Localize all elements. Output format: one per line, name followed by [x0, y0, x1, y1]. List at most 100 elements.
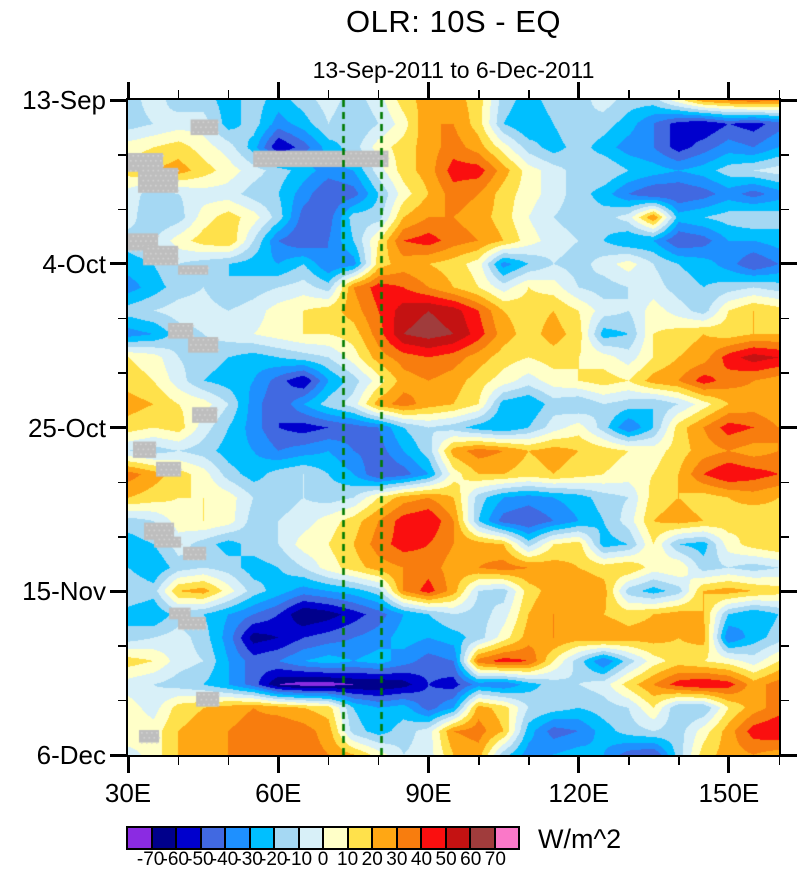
- y-axis-major-tick: [110, 262, 126, 266]
- x-axis-minor-tick: [628, 757, 630, 765]
- x-tick-label: 30E: [104, 778, 152, 808]
- x-axis-minor-tick: [227, 757, 230, 765]
- x-axis-top-minor-tick: [778, 90, 780, 98]
- colorbar-tick-label: -50: [186, 849, 214, 869]
- x-axis-top-minor-tick: [177, 90, 180, 98]
- y-axis-minor-tick: [118, 699, 126, 702]
- x-axis-minor-tick: [678, 757, 680, 765]
- y-axis-right-minor-tick: [781, 317, 789, 320]
- y-axis-minor-tick: [118, 208, 126, 211]
- y-tick-label: 25-Oct: [27, 412, 106, 443]
- y-axis-right-major-tick: [781, 426, 797, 429]
- x-axis-top-minor-tick: [377, 90, 380, 98]
- colorbar-cell: [493, 826, 520, 850]
- x-axis-top-major-tick: [126, 82, 130, 98]
- x-axis-minor-tick: [177, 757, 180, 765]
- x-tick-label: 120E: [548, 778, 610, 808]
- plot-frame: [126, 98, 781, 757]
- colorbar-cell: [469, 826, 496, 850]
- colorbar-cell: [248, 826, 275, 850]
- x-axis-top-major-tick: [577, 82, 581, 98]
- colorbar-tick-label: 10: [337, 849, 359, 869]
- x-axis-minor-tick: [327, 757, 330, 765]
- y-axis-right-minor-tick: [781, 208, 789, 211]
- y-axis-minor-tick: [118, 536, 126, 538]
- colorbar-cell: [322, 826, 349, 850]
- x-axis-top-minor-tick: [628, 90, 630, 98]
- colorbar-tick-label: 0: [317, 849, 329, 869]
- colorbar: [126, 826, 520, 850]
- colorbar-cell: [273, 826, 300, 850]
- y-axis-minor-tick: [118, 372, 126, 374]
- colorbar-tick-label: 50: [435, 849, 457, 869]
- x-axis-major-tick: [426, 757, 430, 773]
- y-tick-label: 4-Oct: [42, 248, 106, 279]
- x-axis-minor-tick: [528, 757, 530, 765]
- colorbar-tick-label: -70: [136, 849, 165, 869]
- colorbar-tick-label: 30: [386, 849, 408, 869]
- colorbar-cell: [395, 826, 422, 850]
- y-axis-right-minor-tick: [781, 154, 789, 156]
- colorbar-cell: [371, 826, 398, 850]
- colorbar-cell: [175, 826, 202, 850]
- colorbar-cell: [346, 826, 373, 850]
- y-axis-minor-tick: [118, 481, 126, 484]
- x-axis-top-minor-tick: [227, 90, 230, 98]
- y-axis-right-minor-tick: [781, 645, 789, 647]
- y-tick-label: 13-Sep: [22, 85, 106, 115]
- y-axis-right-major-tick: [781, 753, 797, 757]
- x-axis-top-minor-tick: [478, 90, 480, 98]
- x-tick-label: 60E: [255, 778, 302, 808]
- colorbar-cell: [126, 826, 153, 850]
- y-axis-right-minor-tick: [781, 372, 789, 374]
- colorbar-cell: [420, 826, 447, 850]
- colorbar-cell: [297, 826, 324, 850]
- x-tick-label: 150E: [698, 778, 760, 808]
- x-tick-label: 90E: [405, 778, 452, 808]
- y-axis-major-tick: [110, 589, 126, 593]
- y-axis-major-tick: [110, 753, 126, 757]
- x-axis-top-major-tick: [426, 82, 430, 98]
- y-tick-label: 15-Nov: [22, 576, 106, 607]
- colorbar-tick-label: -10: [284, 849, 313, 869]
- y-axis-right-minor-tick: [781, 481, 789, 484]
- y-axis-major-tick: [110, 426, 126, 429]
- y-axis-right-major-tick: [781, 98, 797, 102]
- colorbar-tick-label: -20: [260, 849, 288, 869]
- y-axis-right-major-tick: [781, 262, 797, 266]
- colorbar-tick-label: 60: [460, 849, 482, 869]
- colorbar-tick-label: 40: [410, 849, 433, 869]
- x-axis-major-tick: [727, 757, 731, 773]
- chart-subtitle: 13-Sep-2011 to 6-Dec-2011: [312, 57, 595, 83]
- x-axis-top-minor-tick: [327, 90, 330, 98]
- colorbar-unit-label: W/m^2: [538, 824, 622, 854]
- x-axis-top-major-tick: [276, 82, 280, 98]
- hovmoller-heatmap-canvas: [128, 100, 779, 755]
- colorbar-cell: [444, 826, 471, 850]
- y-axis-right-minor-tick: [781, 536, 789, 538]
- colorbar-cell: [199, 826, 226, 850]
- y-axis-minor-tick: [118, 154, 126, 156]
- colorbar-tick-label: 20: [361, 849, 383, 869]
- y-axis-major-tick: [110, 98, 126, 102]
- x-axis-minor-tick: [478, 757, 480, 765]
- y-axis-right-minor-tick: [781, 699, 789, 702]
- x-axis-major-tick: [126, 757, 130, 773]
- colorbar-tick-label: -30: [235, 849, 263, 869]
- x-axis-top-minor-tick: [678, 90, 680, 98]
- x-axis-major-tick: [276, 757, 280, 773]
- y-tick-label: 6-Dec: [36, 740, 106, 770]
- colorbar-cell: [224, 826, 251, 850]
- x-axis-major-tick: [577, 757, 581, 773]
- chart-title: OLR: 10S - EQ: [346, 4, 561, 39]
- x-axis-minor-tick: [778, 757, 780, 765]
- colorbar-tick-label: 70: [484, 849, 506, 869]
- y-axis-right-major-tick: [781, 589, 797, 593]
- x-axis-top-minor-tick: [528, 90, 530, 98]
- colorbar-tick-label: -40: [210, 849, 239, 869]
- colorbar-tick-label: -60: [161, 849, 189, 869]
- colorbar-cell: [150, 826, 177, 850]
- x-axis-top-major-tick: [727, 82, 731, 98]
- x-axis-minor-tick: [377, 757, 380, 765]
